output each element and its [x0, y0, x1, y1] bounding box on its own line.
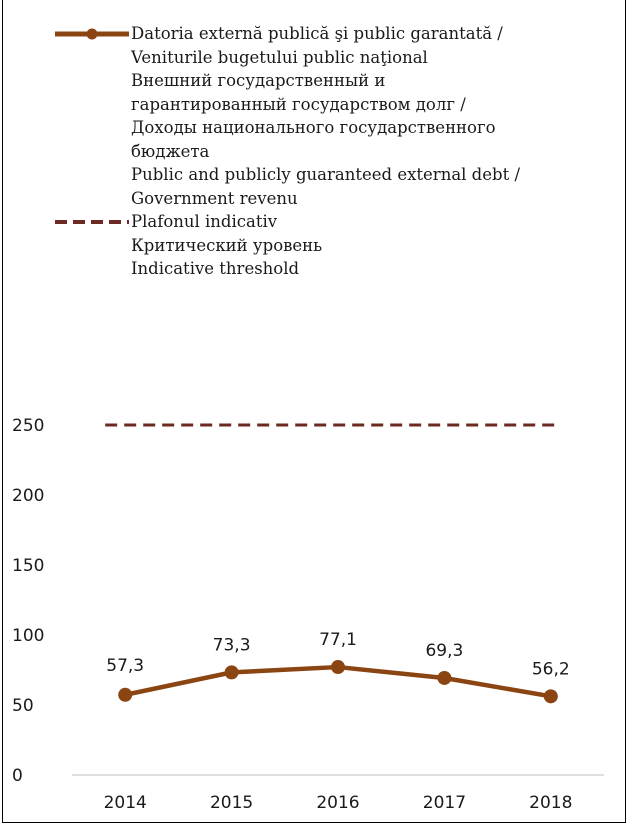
data-point [331, 660, 345, 675]
data-point [118, 687, 133, 702]
legend-text-line: Внешний государственный и [131, 71, 386, 90]
x-tick-label: 2018 [529, 793, 572, 813]
x-tick-label: 2016 [316, 793, 359, 813]
legend-text-line: Veniturile bugetului public naţional [131, 47, 428, 67]
legend-text-line: Indicative threshold [131, 259, 300, 278]
y-tick-label: 50 [12, 696, 34, 716]
legend-text-line: гарантированный государством долг / [131, 94, 466, 114]
data-label: 69,3 [425, 641, 463, 661]
data-point [543, 689, 558, 704]
x-tick-label: 2017 [423, 793, 466, 813]
legend-swatch-threshold [55, 220, 129, 224]
x-tick-label: 2015 [210, 793, 253, 813]
data-label: 56,2 [532, 659, 570, 679]
data-label: 77,1 [319, 630, 357, 650]
data-point [224, 665, 239, 680]
y-tick-label: 150 [12, 556, 44, 576]
data-point [437, 670, 452, 685]
legend-text-line: Public and publicly guaranteed external … [131, 165, 520, 184]
legend-text-line: Критический уровень [131, 235, 323, 255]
legend-text-line: Доходы национального государственного [131, 118, 496, 137]
x-tick-label: 2014 [104, 793, 147, 813]
data-label: 73,3 [213, 635, 251, 655]
legend-text-line: бюджета [131, 141, 210, 161]
legend-swatch-debt-ratio [55, 28, 129, 40]
y-tick-label: 200 [12, 486, 44, 506]
legend-entry-threshold: Plafonul indicativ Критический уровень I… [55, 210, 615, 281]
legend-text-line: Plafonul indicativ [131, 212, 278, 231]
legend-text-line: Government revenu [131, 188, 298, 208]
y-tick-label: 250 [12, 416, 44, 436]
y-tick-label: 0 [12, 766, 23, 786]
y-tick-label: 100 [12, 626, 44, 646]
data-label: 57,3 [106, 656, 144, 676]
legend-text-line: Datoria externă publică şi public garant… [131, 24, 503, 43]
chart-legend: Datoria externă publică şi public garant… [55, 22, 615, 281]
legend-entry-debt-ratio: Datoria externă publică şi public garant… [55, 22, 615, 210]
